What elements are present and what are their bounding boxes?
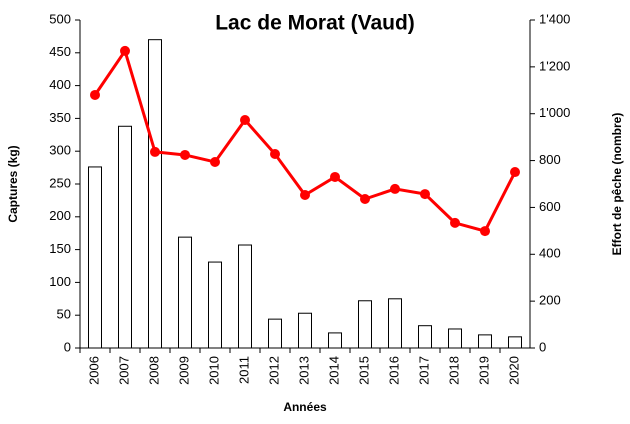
- bar: [268, 318, 282, 349]
- y-tick-label: 100: [49, 274, 71, 289]
- line-marker: [300, 190, 310, 201]
- chart-title: Lac de Morat (Vaud): [215, 12, 415, 35]
- x-tick-label: 2010: [206, 356, 221, 385]
- line-marker: [390, 183, 400, 194]
- line-marker: [360, 193, 370, 204]
- x-tick-label: 2018: [446, 356, 461, 385]
- bar: [88, 166, 102, 349]
- x-tick-label: 2013: [296, 356, 311, 385]
- x-tick-label: 2008: [146, 356, 161, 385]
- x-tick-label: 2014: [326, 356, 341, 385]
- y-tick-label: 350: [49, 110, 71, 125]
- bar: [118, 125, 132, 349]
- bar: [358, 300, 372, 349]
- x-tick-label: 2016: [386, 356, 401, 385]
- y2-tick-label: 1'400: [539, 11, 570, 26]
- bar: [298, 312, 312, 349]
- bar: [418, 325, 432, 349]
- x-tick-label: 2007: [116, 356, 131, 385]
- y-tick-label: 450: [49, 44, 71, 59]
- y2-tick-label: 1'200: [539, 58, 570, 73]
- x-tick-label: 2006: [86, 356, 101, 385]
- bar: [238, 244, 252, 349]
- line-marker: [210, 156, 220, 167]
- bar: [328, 332, 342, 349]
- bar: [208, 261, 222, 349]
- y-tick-label: 150: [49, 241, 71, 256]
- line-marker: [240, 115, 250, 126]
- x-tick-label: 2011: [236, 356, 251, 384]
- line-marker: [270, 149, 280, 160]
- bar: [448, 328, 462, 349]
- y-tick-label: 50: [57, 307, 71, 322]
- x-tick-label: 2017: [416, 356, 431, 385]
- bar: [478, 334, 492, 349]
- y2-axis-label: Effort de pêche (nombre): [610, 113, 624, 256]
- y-tick-label: 250: [49, 175, 71, 190]
- line-marker: [420, 189, 430, 200]
- y-tick-label: 200: [49, 208, 71, 223]
- bar: [508, 336, 522, 349]
- y-axis-label: Captures (kg): [6, 145, 20, 222]
- bar: [148, 39, 162, 349]
- line-marker: [480, 226, 490, 237]
- y2-tick-label: 0: [539, 339, 546, 354]
- y2-tick-label: 600: [539, 199, 561, 214]
- line-marker: [450, 217, 460, 228]
- y2-tick-label: 1'000: [539, 105, 570, 120]
- line-marker: [120, 45, 130, 56]
- y2-tick-label: 800: [539, 152, 561, 167]
- y-tick-label: 0: [64, 339, 71, 354]
- bar: [178, 236, 192, 349]
- line-marker: [330, 171, 340, 182]
- y2-tick-label: 400: [539, 246, 561, 261]
- line-marker: [150, 146, 160, 157]
- x-tick-label: 2012: [266, 356, 281, 385]
- line-marker: [90, 89, 100, 100]
- x-tick-label: 2009: [176, 356, 191, 385]
- y-tick-label: 500: [49, 11, 71, 26]
- x-tick-label: 2020: [506, 356, 521, 385]
- x-tick-label: 2015: [356, 356, 371, 385]
- y-tick-label: 400: [49, 77, 71, 92]
- x-axis-label: Années: [283, 400, 327, 414]
- x-tick-label: 2019: [476, 356, 491, 385]
- line-marker: [510, 167, 520, 178]
- y2-tick-label: 200: [539, 293, 561, 308]
- y-tick-label: 300: [49, 143, 71, 158]
- line-marker: [180, 149, 190, 160]
- bar: [388, 298, 402, 349]
